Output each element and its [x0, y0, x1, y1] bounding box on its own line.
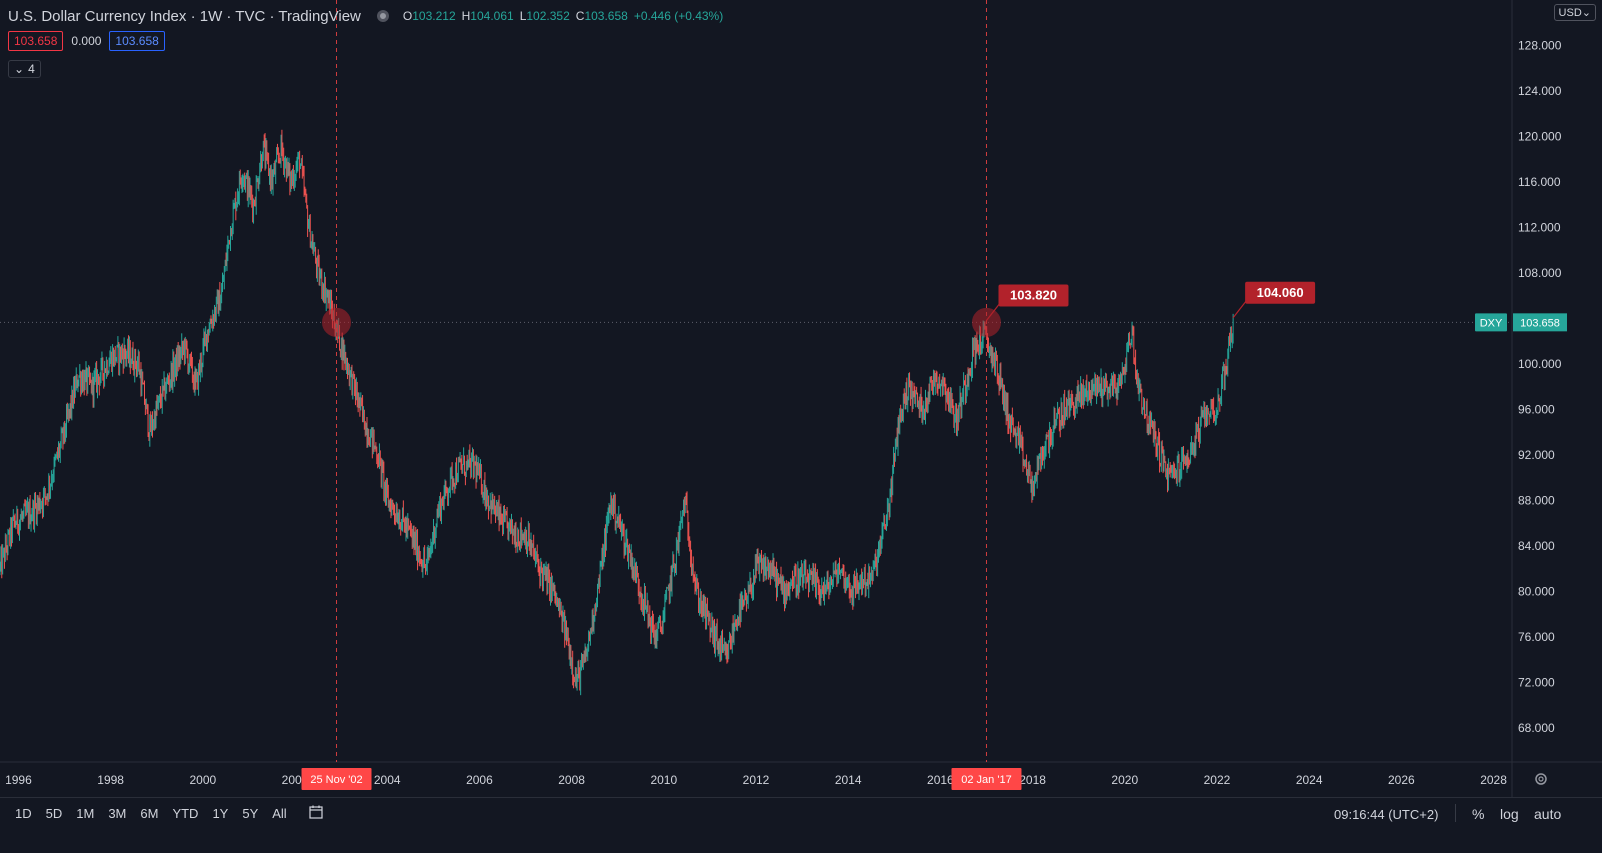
annotation-leader-line	[986, 302, 1001, 321]
percent-scale-button[interactable]: %	[1472, 806, 1485, 822]
range-1y-button[interactable]: 1Y	[212, 806, 229, 821]
x-tick-label: 2014	[835, 773, 862, 787]
chart-header: U.S. Dollar Currency Index · 1W · TVC · …	[8, 6, 723, 26]
eye-icon[interactable]	[376, 10, 389, 22]
bottom-toolbar: 1D 5D 1M 3M 6M YTD 1Y 5Y All 09:16:44 (U…	[0, 797, 1602, 853]
y-tick-label: 72.000	[1518, 675, 1555, 689]
range-buttons: 1D 5D 1M 3M 6M YTD 1Y 5Y All	[8, 806, 294, 821]
annotation-badge[interactable]	[998, 284, 1069, 307]
gear-icon[interactable]	[1533, 771, 1549, 787]
y-tick-label: 120.000	[1518, 129, 1562, 143]
range-1d-button[interactable]: 1D	[15, 806, 32, 821]
annotation-label: 103.820	[1010, 287, 1057, 302]
crosshair-date-badge	[951, 768, 1022, 790]
x-tick-label: 2026	[1388, 773, 1415, 787]
toolbar-divider	[1455, 804, 1456, 822]
symbol-title[interactable]: U.S. Dollar Currency Index · 1W · TVC · …	[8, 7, 361, 25]
price-cross-marker[interactable]	[322, 307, 352, 337]
y-tick-label: 116.000	[1518, 175, 1561, 189]
range-6m-button[interactable]: 6M	[140, 806, 159, 821]
range-5d-button[interactable]: 5D	[45, 806, 63, 821]
annotation-leader-line	[1232, 299, 1248, 319]
annotation-label: 104.060	[1257, 285, 1304, 300]
ohlc-values: O 103.212 H 104.061 L 102.352 C 103.658 +0.4…	[403, 9, 723, 23]
y-tick-label: 128.000	[1518, 38, 1562, 52]
x-tick-label: 1996	[5, 773, 32, 787]
range-3m-button[interactable]: 3M	[108, 806, 127, 821]
open-value: 103.212	[412, 9, 456, 23]
change-value: +0.446 (+0.43%)	[633, 9, 724, 23]
last-price-badge	[1513, 313, 1567, 332]
currency-button[interactable]: USD⌄	[1553, 4, 1596, 21]
auto-scale-button[interactable]: auto	[1534, 806, 1562, 822]
range-1m-button[interactable]: 1M	[76, 806, 95, 821]
bid-ask-row: 103.658 0.000 103.658	[8, 31, 165, 51]
high-label: H	[461, 9, 471, 23]
price-cross-marker[interactable]	[971, 307, 1001, 337]
symbol-badge	[1475, 313, 1507, 332]
x-tick-label: 2016	[927, 773, 954, 787]
x-tick-label: 2000	[189, 773, 216, 787]
chevron-down-icon: ⌄	[1581, 7, 1591, 19]
x-tick-label: 2028	[1480, 773, 1507, 787]
y-tick-label: 96.000	[1518, 402, 1555, 416]
high-value: 104.061	[470, 9, 514, 23]
range-all-button[interactable]: All	[272, 806, 287, 821]
y-tick-label: 68.000	[1518, 721, 1555, 735]
buy-price[interactable]: 103.658	[109, 31, 165, 51]
candles	[0, 129, 1234, 696]
clock-display[interactable]: 09:16:44 (UTC+2)	[1334, 807, 1439, 822]
sell-price[interactable]: 103.658	[8, 31, 64, 51]
close-label: C	[575, 9, 585, 23]
y-tick-label: 100.000	[1518, 357, 1562, 371]
crosshair-date-label: 02 Jan '17	[961, 774, 1011, 786]
last-price-label: 103.658	[1520, 317, 1560, 329]
chevron-down-icon: ⌄	[14, 62, 25, 76]
symbol-label: DXY	[1480, 317, 1503, 329]
indicators-collapse-button[interactable]: ⌄ 4	[8, 60, 41, 78]
close-value: 103.658	[584, 9, 628, 23]
x-tick-label: 2020	[1111, 773, 1138, 787]
log-scale-button[interactable]: log	[1500, 806, 1519, 822]
y-tick-label: 84.000	[1518, 539, 1555, 553]
x-tick-label: 2024	[1296, 773, 1323, 787]
crosshair-date-label: 25 Nov '02	[310, 774, 362, 786]
calendar-icon[interactable]	[308, 804, 324, 820]
y-tick-label: 92.000	[1518, 448, 1555, 462]
y-tick-label: 108.000	[1518, 266, 1562, 280]
x-tick-label: 2012	[743, 773, 770, 787]
range-5y-button[interactable]: 5Y	[242, 806, 259, 821]
y-tick-label: 112.000	[1518, 220, 1561, 234]
annotation-badge[interactable]	[1245, 281, 1316, 304]
x-tick-label: 2004	[374, 773, 401, 787]
y-tick-label: 80.000	[1518, 584, 1555, 598]
low-value: 102.352	[526, 9, 570, 23]
range-ytd-button[interactable]: YTD	[172, 806, 199, 821]
x-tick-label: 2010	[650, 773, 677, 787]
x-tick-label: 1998	[97, 773, 124, 787]
x-tick-label: 2018	[1019, 773, 1046, 787]
y-tick-label: 124.000	[1518, 84, 1562, 98]
indicator-count: 4	[28, 62, 35, 76]
crosshair-date-badge	[301, 768, 372, 790]
x-tick-label: 2022	[1204, 773, 1231, 787]
y-tick-label: 88.000	[1518, 493, 1555, 507]
x-tick-label: 2008	[558, 773, 585, 787]
low-label: L	[519, 9, 527, 23]
price-chart[interactable]: 68.000 72.000 76.000 80.000 84.000 88.000 92.0…	[0, 0, 1602, 797]
open-label: O	[402, 9, 413, 23]
x-tick-label: 2006	[466, 773, 493, 787]
currency-label: USD	[1558, 7, 1582, 19]
y-tick-label: 76.000	[1518, 630, 1555, 644]
spread-value: 0.000	[71, 34, 102, 48]
